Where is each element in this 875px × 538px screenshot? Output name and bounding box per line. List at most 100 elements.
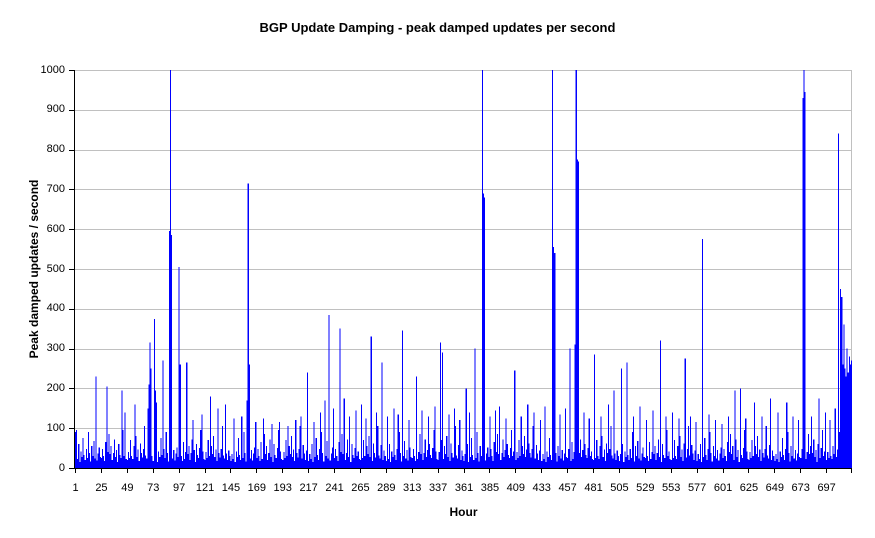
bar	[540, 420, 542, 468]
bar	[448, 414, 450, 468]
bar	[249, 458, 251, 468]
bar	[301, 458, 303, 468]
bar	[632, 416, 635, 468]
bar	[705, 454, 707, 468]
bar	[626, 362, 628, 468]
bar	[514, 370, 516, 468]
bar	[488, 456, 490, 468]
bar	[616, 450, 618, 468]
bar	[300, 416, 302, 468]
bar	[677, 446, 679, 468]
bar	[546, 451, 548, 468]
bar	[673, 440, 676, 468]
bar	[793, 458, 795, 468]
bar	[130, 440, 132, 468]
bar	[684, 358, 686, 468]
bar	[521, 446, 523, 468]
bar	[593, 460, 595, 468]
bar	[692, 453, 694, 468]
bar	[556, 461, 558, 468]
bar	[571, 442, 573, 468]
bar	[234, 462, 236, 468]
bar	[339, 328, 341, 468]
bar	[515, 460, 517, 468]
x-axis-tick-label: 673	[791, 482, 810, 494]
bar	[208, 456, 210, 468]
bar	[186, 362, 188, 468]
bar	[840, 288, 842, 468]
bar	[845, 376, 847, 468]
chart-canvas	[69, 70, 853, 473]
bar	[228, 450, 230, 468]
bar	[336, 456, 338, 468]
bar	[440, 440, 442, 468]
bar	[166, 452, 168, 468]
bar	[730, 434, 732, 468]
bar	[182, 442, 185, 468]
bar	[378, 455, 380, 468]
bar	[693, 460, 695, 468]
bar	[107, 452, 109, 468]
bar	[800, 458, 802, 468]
bar	[446, 436, 448, 468]
bar	[568, 448, 570, 468]
bar	[598, 459, 600, 468]
bar	[203, 459, 205, 468]
x-axis-title: Hour	[449, 505, 478, 519]
bar	[117, 462, 119, 468]
bar	[758, 456, 760, 468]
bar	[329, 460, 331, 468]
bar	[90, 461, 92, 468]
bar	[581, 456, 583, 468]
bar	[761, 416, 763, 468]
bar	[353, 458, 355, 468]
bar	[474, 348, 476, 468]
bar	[667, 456, 669, 468]
bar	[791, 456, 793, 468]
bar	[663, 454, 665, 468]
bar	[158, 451, 160, 468]
bar	[241, 416, 243, 468]
bar	[553, 247, 555, 468]
bar	[466, 444, 468, 468]
bar	[226, 453, 228, 468]
bar	[724, 456, 726, 468]
bar	[591, 459, 594, 468]
bar	[319, 412, 322, 468]
bar	[290, 436, 292, 468]
bar	[718, 460, 720, 468]
bar	[617, 456, 619, 468]
bar	[668, 451, 670, 468]
bar	[805, 459, 807, 468]
bar	[94, 458, 96, 468]
bar	[280, 451, 282, 468]
bar	[134, 404, 136, 468]
bar	[237, 438, 240, 468]
bar	[491, 456, 493, 468]
bar	[790, 446, 792, 468]
bar	[414, 460, 417, 468]
bar	[139, 443, 141, 468]
bar	[697, 454, 699, 468]
bar	[453, 408, 455, 468]
bar	[153, 318, 155, 468]
bar	[148, 384, 150, 468]
bar	[704, 438, 706, 468]
bar	[610, 426, 612, 468]
bar	[510, 430, 513, 468]
bar	[765, 426, 767, 468]
bar	[263, 434, 265, 468]
bar	[814, 456, 816, 468]
bar	[123, 456, 125, 468]
bar	[554, 253, 556, 468]
bar	[244, 452, 246, 468]
bar	[566, 456, 568, 468]
bar	[199, 448, 201, 468]
bar	[804, 91, 806, 468]
bar	[407, 460, 409, 468]
x-axis-tick-label: 97	[173, 482, 186, 494]
bar	[818, 398, 820, 468]
bar	[133, 446, 135, 468]
bar	[93, 440, 95, 468]
bar	[137, 449, 139, 468]
